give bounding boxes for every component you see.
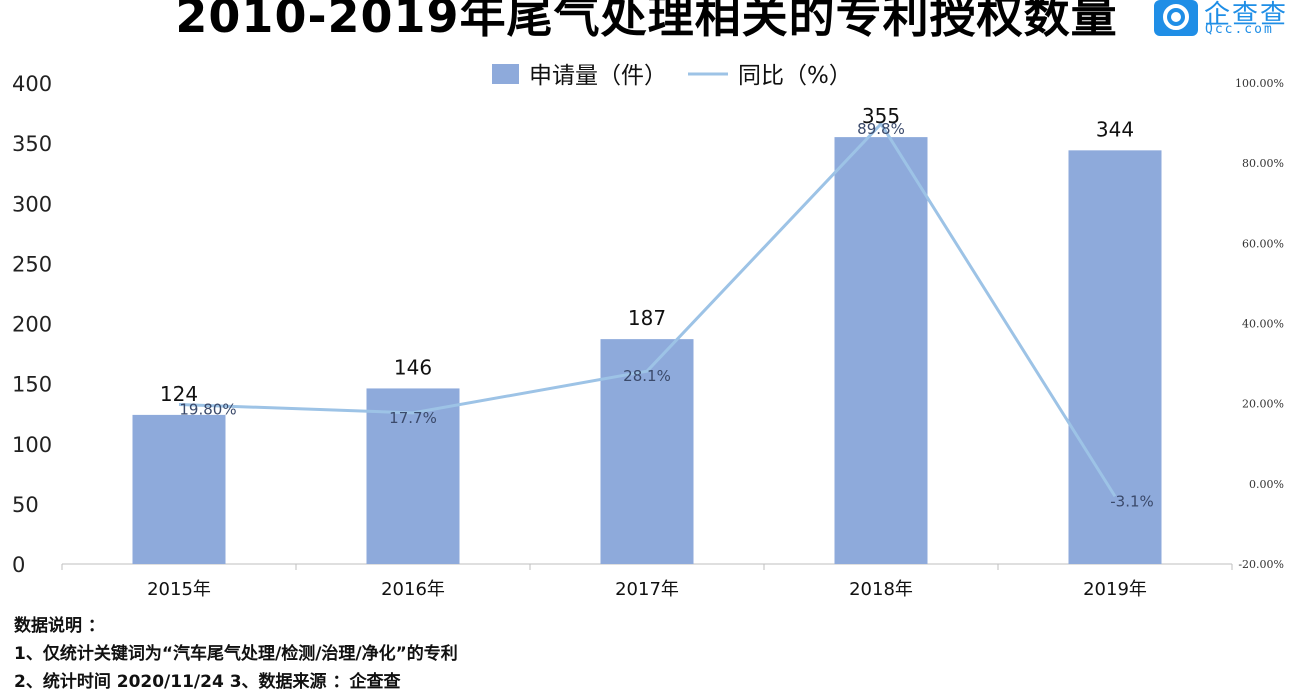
y-left-tick-label: 350 — [12, 132, 52, 156]
y-right-tick-label: 40.00% — [1242, 318, 1284, 331]
line-value-label: 17.7% — [389, 409, 437, 427]
y-right-tick-label: 100.00% — [1235, 77, 1284, 90]
y-right-tick-label: 60.00% — [1242, 237, 1284, 250]
y-right-tick-label: 80.00% — [1242, 157, 1284, 170]
y-left-tick-label: 0 — [12, 553, 25, 577]
legend-line-label: 同比（%） — [738, 63, 852, 89]
line-value-label: 28.1% — [623, 367, 671, 385]
y-left-tick-label: 250 — [12, 252, 52, 276]
x-tick-label: 2015年 — [147, 579, 211, 600]
notes-line-1: 1、仅统计关键词为“汽车尾气处理/检测/治理/净化”的专利 — [14, 644, 458, 664]
bar — [834, 137, 928, 565]
y-left-tick-label: 150 — [12, 373, 52, 397]
y-right-tick-label: 0.00% — [1249, 478, 1284, 491]
x-tick-label: 2019年 — [1083, 579, 1147, 600]
line-value-label: -3.1% — [1110, 492, 1154, 510]
brand-logo: 企查查 Qcc.com — [1152, 0, 1293, 40]
line-value-label: 89.8% — [857, 120, 905, 138]
line-value-label: 19.80% — [179, 400, 236, 418]
y-left-tick-label: 400 — [12, 72, 52, 96]
y-left-tick-label: 300 — [12, 192, 52, 216]
y-left-tick-label: 200 — [12, 313, 52, 337]
yoy-line — [178, 122, 1117, 498]
bar — [132, 414, 226, 564]
y-left-tick-label: 50 — [12, 493, 39, 517]
bar-value-label: 146 — [394, 355, 432, 379]
x-tick-label: 2018年 — [849, 579, 913, 600]
bar-value-label: 344 — [1096, 117, 1134, 141]
x-tick-label: 2016年 — [381, 579, 445, 600]
y-right-tick-label: -20.00% — [1238, 558, 1284, 571]
legend-bar-swatch — [492, 64, 519, 84]
y-right-tick-label: 20.00% — [1242, 398, 1284, 411]
data-notes: 数据说明 ： 1、仅统计关键词为“汽车尾气处理/检测/治理/净化”的专利 2、统… — [14, 612, 458, 696]
y-left-tick-label: 100 — [12, 433, 52, 457]
brand-domain: Qcc.com — [1205, 22, 1274, 37]
legend-bar-label: 申请量（件） — [529, 63, 667, 89]
patent-chart: 0 50 100 150 200 250 300 350 400 -20.00% 0.00% 20.0… — [12, 63, 1284, 600]
bar-value-label: 355 — [862, 104, 900, 128]
page-title: 2010-2019年尾气处理相关的专利授权数量 — [175, 0, 1118, 43]
magnifier-icon — [1154, 0, 1198, 36]
x-tick-label: 2017年 — [615, 579, 679, 600]
notes-heading: 数据说明 ： — [14, 616, 105, 636]
bar-value-label: 124 — [160, 382, 198, 406]
bar — [366, 388, 460, 564]
notes-line-2: 2、统计时间 2020/11/24 3、数据来源 ：企查查 — [14, 672, 401, 692]
bar-value-label: 187 — [628, 306, 666, 330]
brand-name: 企查查 — [1204, 0, 1289, 30]
